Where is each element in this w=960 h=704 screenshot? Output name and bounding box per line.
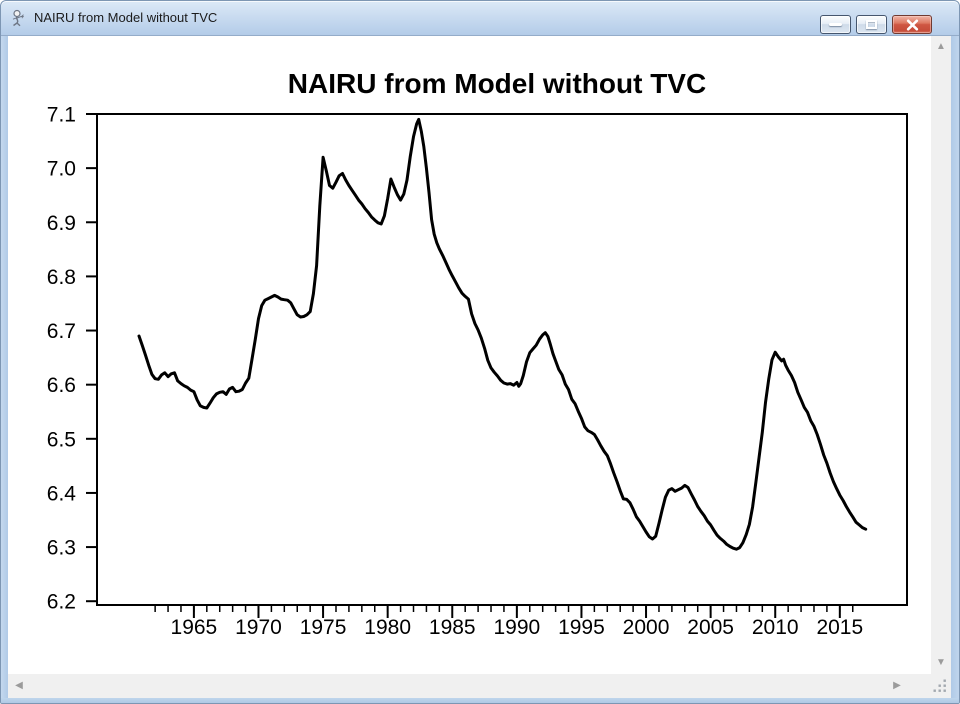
resize-grip-icon <box>933 679 946 692</box>
x-tick-label: 1970 <box>235 616 282 639</box>
y-tick-label: 6.5 <box>47 428 76 451</box>
minimize-icon <box>829 23 842 26</box>
horizontal-scrollbar[interactable]: ◀ ▶ <box>8 674 951 698</box>
scroll-down-button[interactable]: ▼ <box>931 652 951 674</box>
maximize-icon <box>866 20 877 29</box>
graph-window-icon <box>10 9 28 27</box>
y-tick-label: 6.6 <box>47 374 76 397</box>
x-tick-label: 2005 <box>687 616 734 639</box>
resize-grip[interactable] <box>929 674 951 698</box>
close-icon <box>906 19 918 30</box>
x-tick-label: 1995 <box>558 616 605 639</box>
caption-buttons <box>820 15 932 34</box>
plot-box <box>96 113 908 606</box>
scroll-up-button[interactable]: ▲ <box>931 36 951 58</box>
y-tick-label: 6.7 <box>47 320 76 343</box>
x-tick-label: 2000 <box>623 616 670 639</box>
maximize-button[interactable] <box>856 15 887 34</box>
x-tick-label: 2015 <box>816 616 863 639</box>
nairu-chart: NAIRU from Model without TVC 7.1 7.0 6.9 6.8… <box>47 68 908 639</box>
scroll-down-icon: ▼ <box>936 657 946 668</box>
x-tick-label: 1975 <box>300 616 347 639</box>
scroll-left-button[interactable]: ◀ <box>8 674 30 698</box>
y-tick-label: 7.0 <box>47 158 76 181</box>
y-tick-label: 6.4 <box>47 482 77 505</box>
minimize-button[interactable] <box>820 15 851 34</box>
window-border-left <box>1 36 8 698</box>
title-bar[interactable]: NAIRU from Model without TVC <box>1 1 959 36</box>
window-border-right <box>951 36 959 698</box>
nairu-line <box>137 117 868 551</box>
window-border-bottom <box>1 698 959 703</box>
scroll-right-icon: ▶ <box>893 680 901 691</box>
scroll-left-icon: ◀ <box>15 680 23 691</box>
y-tick-label: 6.3 <box>47 537 76 560</box>
x-tick-label: 1965 <box>171 616 218 639</box>
x-tick-label: 1985 <box>429 616 476 639</box>
scroll-right-button[interactable]: ▶ <box>886 674 908 698</box>
y-tick-label: 6.9 <box>47 212 76 235</box>
vertical-scrollbar[interactable]: ▲ ▼ <box>931 36 951 674</box>
x-tick-label: 1990 <box>493 616 540 639</box>
scroll-up-icon: ▲ <box>936 41 946 52</box>
y-tick-label: 6.2 <box>47 591 76 614</box>
chart-title: NAIRU from Model without TVC <box>288 68 706 99</box>
y-tick-label: 7.1 <box>47 104 76 127</box>
graph-content-area: NAIRU from Model without TVC 7.1 7.0 6.9 6.8… <box>8 36 931 674</box>
x-tick-label: 2010 <box>752 616 799 639</box>
close-button[interactable] <box>892 15 932 34</box>
x-tick-label: 1980 <box>364 616 411 639</box>
y-tick-label: 6.8 <box>47 266 76 289</box>
window-title: NAIRU from Model without TVC <box>34 10 218 25</box>
